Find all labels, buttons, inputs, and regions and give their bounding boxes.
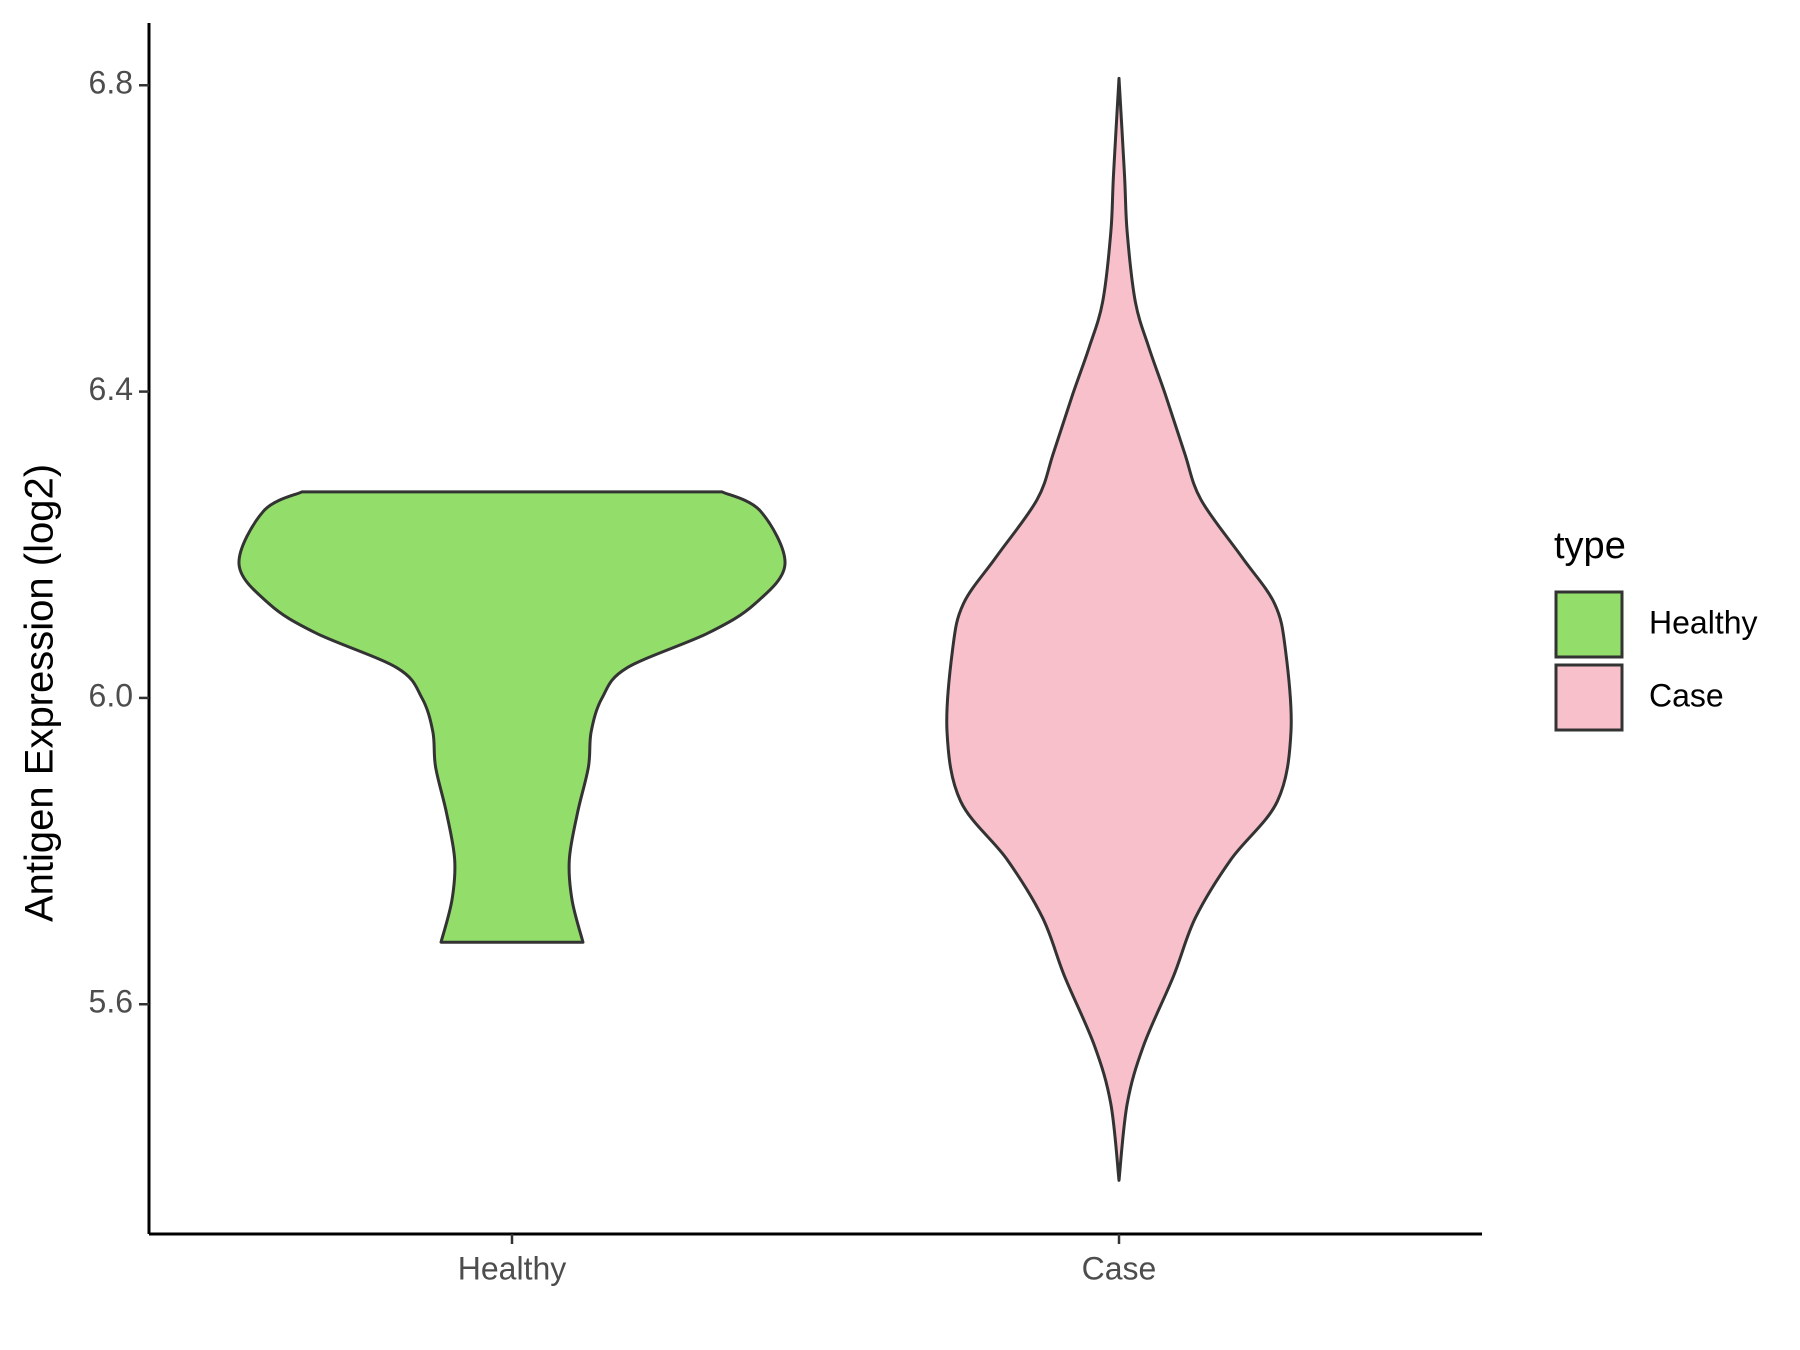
- y-tick-label: 6.4: [89, 371, 133, 407]
- legend-label: Case: [1649, 677, 1724, 713]
- legend-title: type: [1554, 525, 1626, 567]
- legend-label: Healthy: [1649, 604, 1758, 640]
- x-tick-label: Healthy: [458, 1250, 567, 1286]
- y-tick-label: 6.0: [89, 677, 133, 713]
- y-tick-label: 5.6: [89, 984, 133, 1020]
- violin: [237, 490, 787, 944]
- legend-key: [1554, 663, 1624, 732]
- y-axis-title: Antigen Expression (log2): [18, 464, 62, 922]
- y-tick-label: 6.8: [89, 65, 133, 101]
- x-tick-label: Case: [1082, 1250, 1157, 1286]
- violin: [945, 76, 1293, 1182]
- legend-key: [1554, 590, 1624, 659]
